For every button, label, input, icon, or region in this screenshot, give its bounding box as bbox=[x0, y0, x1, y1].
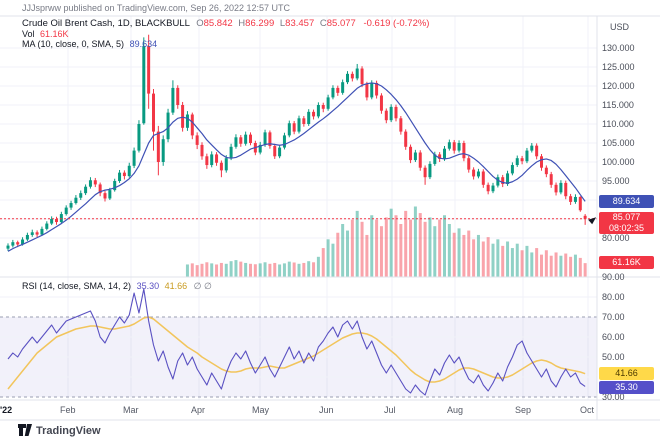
time-tick-label: '22 bbox=[0, 405, 13, 415]
volume-legend-row[interactable]: Vol 61.16K bbox=[22, 29, 69, 39]
price-tick-label: 105.000 bbox=[602, 138, 635, 148]
last-price-marker-icon bbox=[588, 217, 597, 225]
last-price-badge: 85.077 08:02:35 bbox=[599, 212, 654, 234]
published-header: JJJsprww published on TradingView.com, S… bbox=[22, 3, 290, 13]
volume-label: Vol bbox=[22, 29, 35, 39]
ohlc-open-value: 85.842 bbox=[203, 18, 233, 29]
price-tick-label: 70.00 bbox=[602, 312, 625, 322]
price-tick-label: 100.000 bbox=[602, 157, 635, 167]
price-tick-label: 80.00 bbox=[602, 292, 625, 302]
currency-label: USD bbox=[610, 22, 630, 32]
price-tick-label: 90.00 bbox=[602, 272, 625, 282]
volume-value: 61.16K bbox=[40, 29, 69, 39]
footer-brand[interactable]: TradingView bbox=[36, 425, 101, 437]
rsi-sma-value: 41.66 bbox=[164, 281, 188, 291]
rsi-legend-row[interactable]: RSI (14, close, SMA, 14, 2) 35.30 41.66 … bbox=[22, 281, 212, 292]
price-tick-label: 125.000 bbox=[602, 62, 635, 72]
time-tick-label: Oct bbox=[580, 405, 595, 415]
time-tick-label: Jun bbox=[319, 405, 334, 415]
time-tick-label: May bbox=[252, 405, 270, 415]
bar-countdown: 08:02:35 bbox=[608, 223, 645, 233]
rsi-badge: 35.30 bbox=[599, 381, 654, 394]
price-tick-label: 115.000 bbox=[602, 100, 634, 110]
price-tick-label: 30.00 bbox=[602, 392, 625, 402]
ohlc-close-value: 85.077 bbox=[326, 18, 356, 29]
rsi-label: RSI (14, close, SMA, 14, 2) bbox=[22, 281, 132, 291]
ma-value: 89.634 bbox=[129, 39, 158, 49]
symbol-legend-row[interactable]: Crude Oil Brent Cash, 1D, BLACKBULL O85.… bbox=[22, 18, 429, 29]
symbol-title: Crude Oil Brent Cash, 1D, BLACKBULL bbox=[22, 18, 190, 29]
price-tick-label: 110.000 bbox=[602, 119, 634, 129]
price-tick-label: 130.000 bbox=[602, 43, 635, 53]
volume-badge: 61.16K bbox=[599, 256, 654, 269]
price-tick-label: 60.00 bbox=[602, 332, 625, 342]
time-tick-label: Apr bbox=[191, 405, 206, 415]
rsi-hidden-plots: ∅ ∅ bbox=[193, 281, 212, 291]
rsi-value: 35.30 bbox=[136, 281, 160, 291]
time-tick-label: Mar bbox=[123, 405, 139, 415]
time-tick-label: Feb bbox=[60, 405, 76, 415]
ohlc-high-value: 86.299 bbox=[245, 18, 275, 29]
ohlc-high-label: H bbox=[238, 18, 246, 29]
price-tick-label: 50.00 bbox=[602, 352, 625, 362]
price-tick-label: 95.000 bbox=[602, 176, 630, 186]
rsi-sma-badge: 41.66 bbox=[599, 367, 654, 380]
ohlc-low-value: 83.457 bbox=[285, 18, 315, 29]
time-tick-label: Jul bbox=[384, 405, 396, 415]
time-tick-label: Sep bbox=[515, 405, 532, 415]
ohlc-low-label: L bbox=[279, 18, 286, 29]
ma-legend-row[interactable]: MA (10, close, 0, SMA, 5) 89.634 bbox=[22, 39, 157, 49]
tradingview-logo-icon[interactable] bbox=[18, 424, 33, 437]
time-tick-label: Aug bbox=[447, 405, 464, 415]
price-tick-label: 120.000 bbox=[602, 81, 635, 91]
ohlc-open-label: O bbox=[196, 18, 204, 29]
price-tick-label: 80.000 bbox=[602, 233, 630, 243]
last-price-badge-value: 85.077 bbox=[612, 212, 641, 222]
change-value: -0.619 (-0.72%) bbox=[363, 18, 430, 29]
ma-label: MA (10, close, 0, SMA, 5) bbox=[22, 39, 125, 49]
ma-badge: 89.634 bbox=[599, 195, 654, 208]
ohlc-close-label: C bbox=[319, 18, 327, 29]
